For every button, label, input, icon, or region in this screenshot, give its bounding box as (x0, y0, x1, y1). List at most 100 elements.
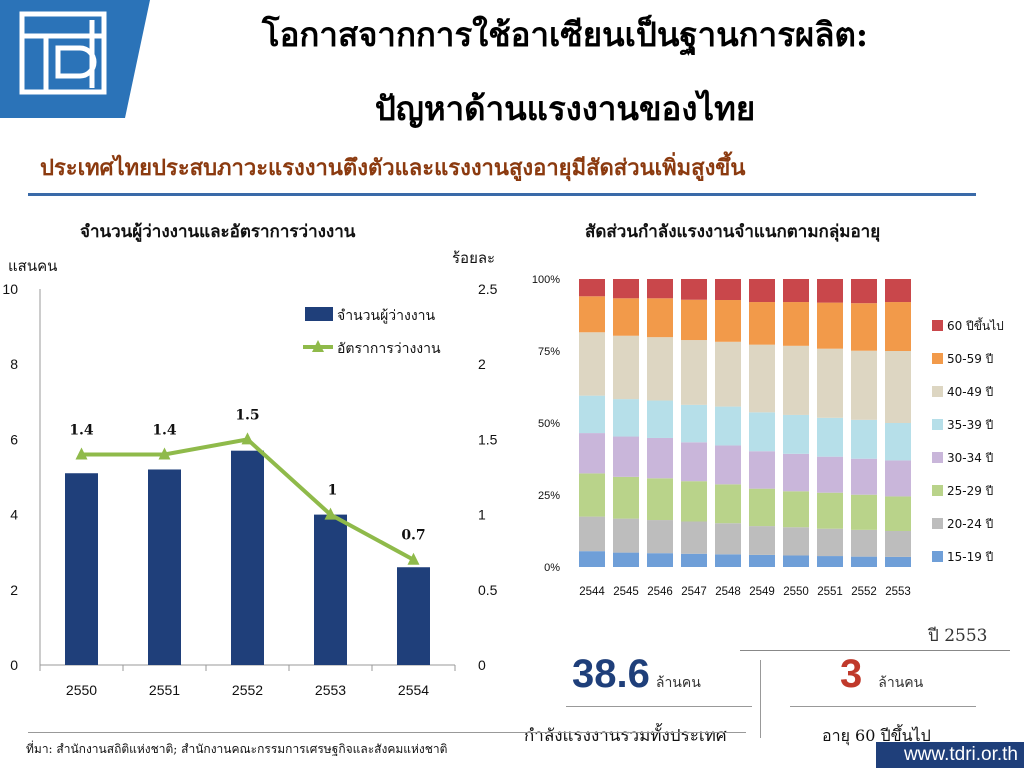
y-tick-label: 75% (538, 346, 560, 358)
age-segment (783, 302, 809, 346)
age-segment (715, 523, 741, 555)
age-segment (579, 296, 605, 333)
age-segment (647, 437, 673, 479)
left-axis-unit: แสนคน (8, 257, 57, 275)
right-y-tick-label: 2 (478, 356, 486, 372)
page-subtitle: ประเทศไทยประสบภาวะแรงงานตึงตัวและแรงงานส… (40, 155, 746, 181)
age-segment (579, 516, 605, 552)
age-segment (749, 526, 775, 555)
unemployed-bar (397, 567, 430, 665)
legend-swatch (932, 518, 943, 529)
right-y-tick-label: 1.5 (478, 431, 498, 447)
year-label: ปี 2553 (928, 626, 988, 646)
legend-label: 60 ปีขึ้นไป (947, 317, 1004, 333)
x-tick-label: 2546 (647, 586, 673, 598)
age-segment (885, 460, 911, 497)
labor-force-value: 38.6 (572, 652, 650, 696)
x-tick-label: 2553 (315, 682, 346, 698)
age-segment (613, 552, 639, 567)
x-tick-label: 2554 (398, 682, 429, 698)
legend-label: 20-24 ปี (947, 517, 993, 531)
legend-label: 15-19 ปี (947, 550, 993, 564)
age-segment (783, 279, 809, 303)
left-y-tick-label: 6 (10, 431, 18, 447)
unemployment-chart: แสนคน ร้อยละ 0 2 4 6 8 10 0 0.5 1 1.5 2 2.5 2550 2551 25… (2, 249, 498, 698)
legend-swatch (932, 353, 943, 364)
unemployment-rate-point (75, 447, 88, 460)
age-segment (715, 484, 741, 524)
age-segment (749, 302, 775, 345)
age-segment (749, 488, 775, 527)
x-tick-label: 2549 (749, 586, 775, 598)
elderly-underline (790, 706, 976, 707)
age-segment (647, 400, 673, 438)
age-segment (851, 556, 877, 567)
stats-divider (740, 650, 1010, 651)
x-tick-label: 2548 (715, 586, 741, 598)
elderly-stat: 3 ล้านคน (840, 652, 923, 697)
page-title-line2: ปัญหาด้านแรงงานของไทย (374, 89, 756, 128)
x-tick-label: 2547 (681, 586, 707, 598)
age-segment (715, 279, 741, 301)
age-segment (647, 553, 673, 567)
age-segment (885, 279, 911, 303)
right-y-tick-label: 2.5 (478, 281, 498, 297)
right-y-tick-label: 0 (478, 657, 486, 673)
left-y-tick-label: 4 (10, 507, 18, 523)
x-tick-label: 2551 (149, 682, 180, 698)
age-segment (749, 451, 775, 489)
age-segment (647, 298, 673, 338)
age-segment (613, 335, 639, 400)
source-divider (28, 732, 746, 733)
age-segment (647, 279, 673, 299)
left-y-tick-label: 0 (10, 657, 18, 673)
age-segment (749, 279, 775, 303)
labor-force-underline (566, 706, 752, 707)
age-segment (817, 302, 843, 349)
age-segment (613, 298, 639, 336)
labor-age-chart: 0% 25% 50% 75% 100% 2544 2545 2546 2547 2548 2549 2… (532, 274, 1004, 598)
age-segment (885, 531, 911, 557)
title-divider (28, 193, 976, 196)
legend-line-marker (312, 340, 324, 352)
y-tick-label: 100% (532, 274, 560, 286)
elderly-value: 3 (840, 652, 863, 696)
age-segment (647, 478, 673, 521)
elderly-label: อายุ 60 ปีขึ้นไป (822, 726, 931, 745)
unemployment-rate-point (241, 432, 254, 445)
age-segment (647, 337, 673, 401)
legend-swatch (932, 419, 943, 430)
legend-swatch (932, 320, 943, 331)
left-y-tick-label: 8 (10, 356, 18, 372)
x-tick-label: 2550 (66, 682, 97, 698)
age-segment (647, 520, 673, 554)
age-segment (613, 399, 639, 437)
unemployed-bar (314, 514, 347, 665)
unemployment-rate-point (324, 507, 337, 520)
age-segment (579, 433, 605, 474)
right-axis-unit: ร้อยละ (452, 249, 495, 267)
age-segment (681, 299, 707, 341)
age-segment (851, 458, 877, 495)
age-segment (885, 556, 911, 567)
legend-label: 25-29 ปี (947, 484, 993, 498)
x-tick-label: 2552 (851, 586, 877, 598)
age-segment (715, 406, 741, 446)
website-url[interactable]: www.tdri.or.th (876, 742, 1024, 768)
legend-swatch (932, 551, 943, 562)
unemployment-rate-point (407, 552, 420, 565)
legend-label: 50-59 ปี (947, 352, 993, 366)
page-title-line1: โอกาสจากการใช้อาเซียนเป็นฐานการผลิต: (261, 15, 869, 54)
age-segment (579, 279, 605, 297)
age-segment (817, 417, 843, 457)
age-segment (715, 341, 741, 407)
age-segment (783, 491, 809, 528)
age-segment (579, 473, 605, 517)
x-tick-label: 2550 (783, 586, 809, 598)
y-tick-label: 25% (538, 490, 560, 502)
age-segment (817, 556, 843, 567)
x-tick-label: 2551 (817, 586, 843, 598)
legend-label: 40-49 ปี (947, 385, 993, 399)
age-segment (817, 528, 843, 557)
age-segment (783, 555, 809, 567)
